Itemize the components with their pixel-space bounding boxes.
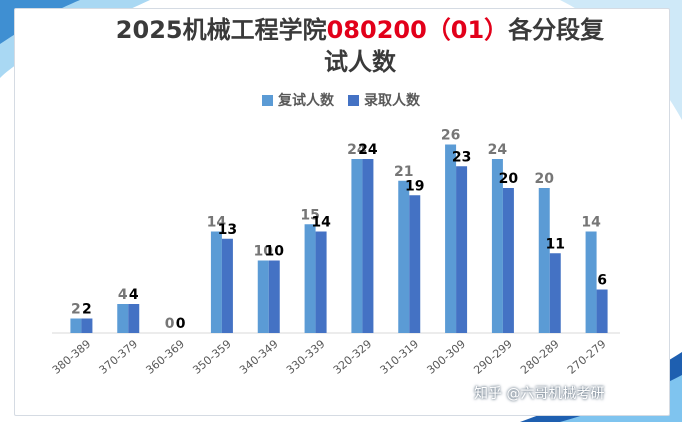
legend-label-series1: 复试人数 bbox=[278, 93, 334, 109]
bar-s2-380-389 bbox=[81, 318, 93, 333]
data-label-s2-270-279: 6 bbox=[597, 273, 607, 289]
chart-title: 2025机械工程学院080200（01）各分段复 试人数 bbox=[100, 14, 620, 78]
bar-s1-380-389 bbox=[70, 318, 82, 333]
bar-s1-310-319 bbox=[398, 180, 410, 333]
tick-label-340-349: 340-349 bbox=[237, 337, 281, 377]
data-label-s2-340-349: 10 bbox=[265, 244, 285, 260]
data-label-s1-290-299: 24 bbox=[488, 142, 508, 158]
bar-s2-290-299 bbox=[502, 188, 514, 333]
tick-label-290-299: 290-299 bbox=[471, 337, 515, 377]
bar-s2-270-279 bbox=[596, 289, 608, 333]
title-part-code: 080200（01） bbox=[326, 16, 509, 44]
bar-s2-300-309 bbox=[456, 166, 468, 333]
title-part-a: 2025机械工程学院 bbox=[115, 16, 327, 44]
tick-label-300-309: 300-309 bbox=[424, 337, 468, 377]
legend-swatch-series2 bbox=[348, 94, 359, 106]
title-part-d: 试人数 bbox=[324, 48, 396, 76]
bar-s1-280-289 bbox=[538, 188, 550, 333]
legend-label-series2: 录取人数 bbox=[364, 93, 420, 109]
data-label-s2-350-359: 13 bbox=[218, 222, 237, 238]
legend-swatch-series1 bbox=[262, 94, 273, 106]
data-label-s1-320-329: 24 bbox=[347, 142, 367, 158]
data-label-s2-300-309: 23 bbox=[452, 149, 471, 165]
tick-label-320-329: 320-329 bbox=[331, 337, 375, 377]
bar-s2-370-379 bbox=[128, 304, 140, 333]
data-label-s2-280-289: 11 bbox=[546, 236, 565, 252]
watermark: 知乎 @六哥机械考研 bbox=[474, 386, 605, 402]
bar-s1-330-339 bbox=[304, 224, 316, 333]
bar-s1-350-359 bbox=[210, 231, 222, 333]
data-label-s2-360-369: 0 bbox=[176, 316, 186, 332]
data-label-s2-290-299: 20 bbox=[499, 171, 519, 187]
tick-label-370-379: 370-379 bbox=[97, 337, 141, 377]
data-label-s2-370-379: 4 bbox=[129, 287, 139, 303]
data-label-s1-280-289: 20 bbox=[535, 171, 555, 187]
bar-s1-300-309 bbox=[445, 144, 457, 333]
legend-item-series1: 复试人数 bbox=[262, 90, 334, 110]
tick-label-270-279: 270-279 bbox=[565, 337, 609, 377]
legend-item-series2: 录取人数 bbox=[348, 90, 420, 110]
data-label-s2-320-329: 24 bbox=[358, 142, 378, 158]
chart-legend: 复试人数 录取人数 bbox=[262, 90, 434, 110]
data-label-s2-380-389: 2 bbox=[82, 302, 92, 318]
bar-s2-280-289 bbox=[549, 253, 561, 333]
tick-label-280-289: 280-289 bbox=[518, 337, 562, 377]
data-label-s2-330-339: 14 bbox=[311, 215, 331, 231]
data-label-s1-330-339: 15 bbox=[300, 207, 319, 223]
tick-label-360-369: 360-369 bbox=[143, 337, 187, 377]
bar-s2-330-339 bbox=[315, 231, 327, 333]
bar-s1-290-299 bbox=[491, 159, 503, 333]
bar-s2-340-349 bbox=[268, 260, 280, 333]
bar-s1-320-329 bbox=[351, 159, 363, 333]
bar-s2-320-329 bbox=[362, 159, 374, 333]
title-part-c: 各分段复 bbox=[508, 16, 605, 44]
bar-s1-370-379 bbox=[117, 304, 129, 333]
data-label-s1-350-359: 14 bbox=[207, 215, 227, 231]
tick-label-330-339: 330-339 bbox=[284, 337, 328, 377]
tick-label-380-389: 380-389 bbox=[50, 337, 94, 377]
tick-label-310-319: 310-319 bbox=[378, 337, 422, 377]
data-label-s2-310-319: 19 bbox=[405, 178, 424, 194]
data-label-s1-340-349: 10 bbox=[254, 244, 274, 260]
data-label-s1-360-369: 0 bbox=[165, 316, 175, 332]
bar-s1-270-279 bbox=[585, 231, 597, 333]
bar-s2-350-359 bbox=[221, 238, 233, 333]
tick-label-350-359: 350-359 bbox=[190, 337, 234, 377]
bar-s1-340-349 bbox=[257, 260, 269, 333]
data-label-s1-310-319: 21 bbox=[394, 164, 413, 180]
data-label-s1-370-379: 4 bbox=[118, 287, 128, 303]
chart-card bbox=[14, 8, 670, 416]
bar-s2-310-319 bbox=[409, 195, 421, 333]
data-label-s1-380-389: 2 bbox=[71, 302, 81, 318]
data-label-s1-270-279: 14 bbox=[581, 215, 601, 231]
data-label-s1-300-309: 26 bbox=[441, 128, 460, 144]
